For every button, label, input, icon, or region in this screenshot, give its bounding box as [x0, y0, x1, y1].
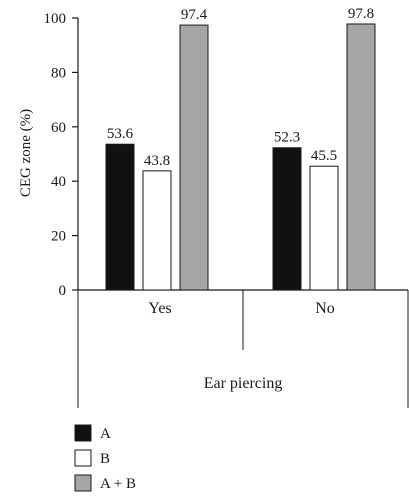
legend-label: A + B	[100, 476, 136, 492]
y-tick-label: 20	[51, 229, 66, 245]
legend-label: B	[100, 451, 110, 467]
y-tick-label: 40	[51, 174, 66, 190]
legend-swatch	[74, 474, 92, 492]
bars	[105, 23, 376, 291]
data-label: 97.8	[348, 6, 374, 22]
bar	[346, 23, 376, 291]
legend-label: A	[100, 426, 111, 442]
data-label: 45.5	[311, 148, 337, 164]
data-labels: 53.6 43.8 97.4 52.3 45.5 97.8	[107, 6, 374, 169]
y-tick-label: 80	[51, 65, 66, 81]
bar	[272, 147, 302, 291]
category-label: Yes	[148, 300, 171, 317]
y-tick-label: 0	[59, 283, 67, 299]
bar	[142, 170, 172, 291]
data-label: 53.6	[107, 126, 134, 142]
bar	[309, 165, 339, 291]
bar	[179, 24, 209, 291]
y-axis-label: CEG zone (%)	[18, 109, 34, 197]
bar	[105, 143, 135, 291]
category-label: No	[315, 300, 335, 317]
x-axis-label: Ear piercing	[204, 375, 283, 392]
y-ticks: 0 20 40 60 80 100	[44, 11, 78, 299]
data-label: 52.3	[274, 130, 300, 146]
legend-swatch	[74, 424, 92, 442]
data-label: 43.8	[144, 153, 170, 169]
y-tick-label: 60	[51, 120, 66, 136]
category-labels: Yes No	[148, 300, 334, 317]
y-tick-label: 100	[44, 11, 67, 27]
legend-swatch	[74, 449, 92, 467]
legend: AB A + B	[74, 424, 136, 492]
data-label: 97.4	[181, 7, 208, 23]
